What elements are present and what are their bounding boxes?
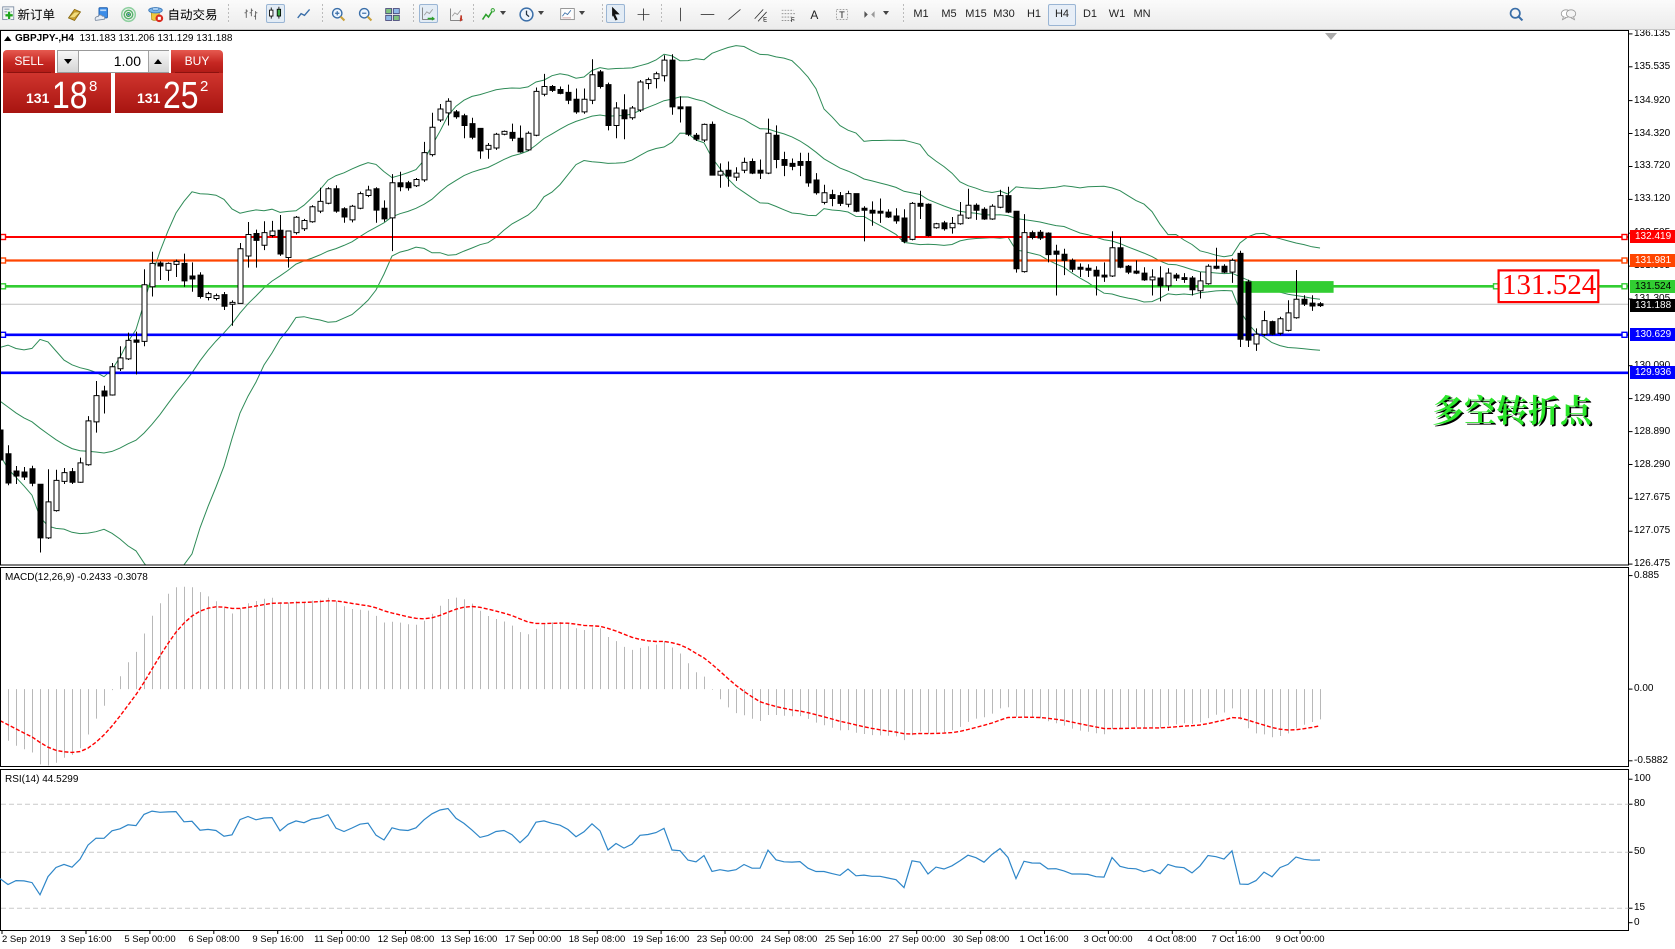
svg-text:E: E: [763, 17, 767, 23]
svg-text:T: T: [839, 10, 845, 20]
svg-text:A: A: [810, 8, 818, 22]
svg-text:F: F: [791, 18, 795, 23]
